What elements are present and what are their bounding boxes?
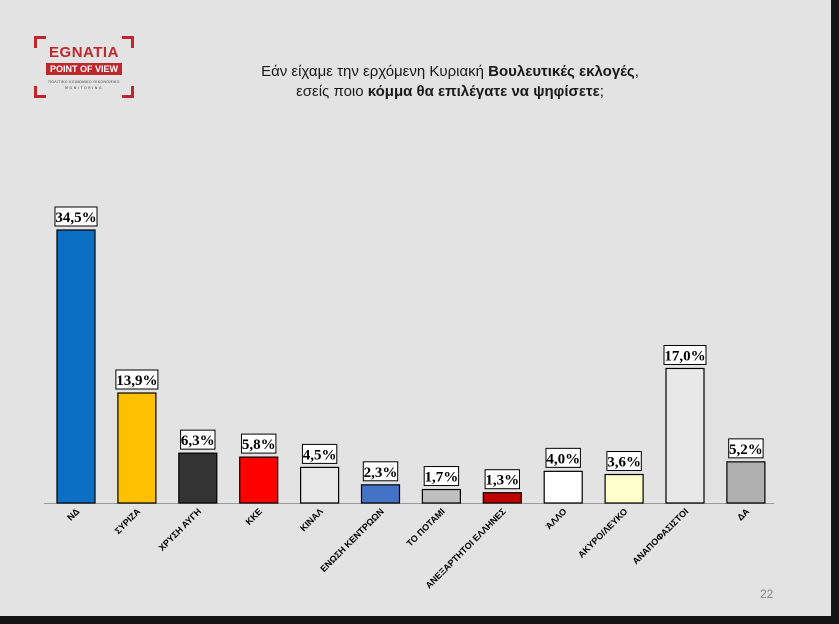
value-label-box [362,461,399,482]
value-label-box [301,443,338,464]
bar [543,470,583,504]
title-line-1: Εάν είχαμε την ερχόμενη Κυριακή Βουλευτι… [150,62,750,82]
value-label-box [663,344,707,365]
value-label: 6,3% [181,433,215,449]
category-label: ΕΝΩΣΗ ΚΕΝΤΡΩΩΝ [318,506,386,574]
bar [726,461,766,504]
title-line-2: εσείς ποιο κόμμα θα επιλέγατε να ψηφίσετ… [150,82,750,102]
window-frame-right [831,0,839,624]
value-label: 34,5% [55,210,96,226]
egnatia-logo: EGNATIA POINT OF VIEW ΠΟΛΙΤΙΚΟ ΚΟΙΝΩΝΙΚΟ… [34,36,134,98]
value-label-box [728,438,764,459]
title-line-2-text: εσείς ποιο [296,83,368,100]
value-label: 5,8% [242,437,276,453]
bar [482,492,522,504]
logo-corner-top-right [122,36,134,48]
category-label: ΑΝΑΠΟΦΑΣΙΣΤΟΙ [630,506,690,566]
bar-chart: 34,5% ΝΔ 13,9% ΣΥΡΙΖΑ 6,3% ΧΡΥΣΗ ΑΥΓΗ 5,8% ΚΚΕ 4… [44,206,774,591]
logo-corner-top-left [34,36,46,48]
bar [239,456,279,504]
window-frame-bottom [0,616,839,624]
title-line-2-end: ; [599,83,604,100]
category-label: ΤΟ ΠΟΤΑΜΙ [405,506,447,548]
value-label: 3,6% [607,455,641,471]
bar [117,392,157,504]
logo-corner-bottom-right [122,86,134,98]
slide: EGNATIA POINT OF VIEW ΠΟΛΙΤΙΚΟ ΚΟΙΝΩΝΙΚΟ… [0,0,831,616]
value-label-box [54,206,98,227]
category-label: ΆΛΛΟ [544,506,569,531]
category-label: ΚΚΕ [244,506,265,527]
category-label: ΝΔ [65,506,82,523]
value-label-box [423,466,460,487]
category-label: ΚΙΝΑΛ [298,506,325,533]
page-number: 22 [760,587,774,601]
logo-tagline: ΠΟΛΙΤΙΚΟ ΚΟΙΝΩΝΙΚΟ ΟΙΚΟΝΟΜΙΚΟ [48,80,120,84]
category-label: ΧΡΥΣΗ ΑΥΓΗ [157,506,203,552]
bar [421,488,461,504]
bar [665,367,705,504]
value-label-box [484,469,521,490]
bar [604,473,644,504]
category-label: ΑΚΥΡΟ/ΛΕΥΚΟ [576,506,629,559]
bar [300,466,340,504]
title-line-2-bold: κόμμα θα επιλέγατε να ψηφίσετε [367,83,600,100]
value-label-box [606,451,642,472]
value-label: 4,5% [303,447,337,463]
category-label: ΔΑ [735,506,752,523]
value-label-box [180,429,216,450]
value-label-box [241,433,277,454]
bar [56,229,96,504]
bar [178,452,218,504]
title-line-1-text: Εάν είχαμε την ερχόμενη Κυριακή [261,63,489,80]
value-label: 17,0% [664,348,705,364]
logo-corner-bottom-left [34,86,46,98]
value-label: 4,0% [546,451,580,467]
value-label: 1,3% [485,473,519,489]
logo-subtitle: POINT OF VIEW [46,63,122,75]
title-line-1-end: , [634,63,639,80]
value-label-box [545,447,581,468]
value-label: 13,9% [116,373,157,389]
value-label: 1,7% [425,470,459,486]
chart-title: Εάν είχαμε την ερχόμενη Κυριακή Βουλευτι… [150,62,750,102]
value-label-box [115,369,159,390]
bar [360,484,401,504]
title-line-1-bold: Βουλευτικές εκλογές [488,63,635,80]
logo-tagline-2: MONITORING [64,86,104,90]
logo-name: EGNATIA [49,44,119,61]
category-label: ΣΥΡΙΖΑ [113,506,143,536]
value-label: 5,2% [729,442,763,458]
value-label: 2,3% [364,465,398,481]
